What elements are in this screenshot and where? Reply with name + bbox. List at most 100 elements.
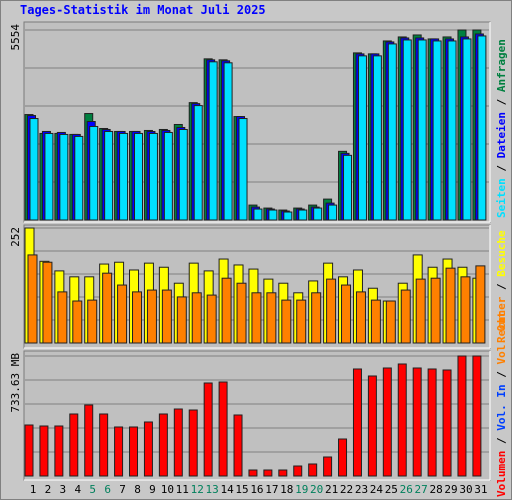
- bar: [328, 204, 338, 221]
- bar: [367, 375, 377, 477]
- x-tick-label: 4: [74, 483, 81, 496]
- bar: [457, 355, 467, 477]
- bar: [385, 300, 396, 344]
- bar: [72, 300, 83, 344]
- bar: [298, 209, 308, 221]
- bar: [397, 363, 407, 477]
- bar: [176, 296, 187, 344]
- x-tick-label: 30: [459, 483, 472, 496]
- bar: [352, 368, 362, 477]
- bar: [477, 35, 487, 221]
- bar: [84, 404, 94, 477]
- x-tick-label: 3: [60, 483, 67, 496]
- bar: [27, 254, 38, 344]
- x-tick-label: 18: [280, 483, 293, 496]
- bar: [132, 291, 143, 344]
- legend: Rechner / Besuche: [495, 230, 508, 343]
- bar: [266, 292, 277, 344]
- bar: [323, 456, 333, 477]
- x-tick-label: 8: [134, 483, 141, 496]
- bar: [178, 128, 188, 221]
- bar: [338, 438, 348, 477]
- legend: Volumen / Vol. In / Vol. Out: [495, 312, 508, 497]
- legend-entry: Besuche: [495, 230, 508, 277]
- bar: [206, 294, 217, 344]
- bar: [430, 277, 441, 344]
- bar: [134, 132, 144, 221]
- x-tick-label: 12: [191, 483, 204, 496]
- bar: [42, 261, 53, 344]
- bar: [119, 132, 129, 221]
- bar: [293, 465, 303, 477]
- bar: [268, 209, 278, 221]
- x-tick-label: 22: [340, 483, 353, 496]
- bar: [74, 135, 84, 221]
- bar: [233, 414, 243, 477]
- bar: [253, 208, 263, 221]
- bar: [370, 299, 381, 344]
- bar: [223, 62, 233, 221]
- bar: [104, 130, 114, 221]
- x-tick-label: 28: [429, 483, 442, 496]
- bar: [263, 469, 273, 477]
- bar: [432, 40, 442, 221]
- x-tick-label: 9: [149, 483, 156, 496]
- bar: [355, 291, 366, 344]
- bar: [39, 425, 49, 477]
- bar: [208, 61, 218, 221]
- bar: [191, 292, 202, 344]
- bar: [402, 39, 412, 221]
- bar: [427, 368, 437, 477]
- x-tick-label: 17: [265, 483, 278, 496]
- bar: [462, 38, 472, 221]
- legend-entry: Seiten: [495, 178, 508, 218]
- bar: [341, 284, 352, 344]
- bar: [236, 282, 247, 344]
- bar: [218, 381, 228, 477]
- x-tick-label: 2: [45, 483, 52, 496]
- bar: [296, 299, 307, 344]
- x-tick-label: 5: [89, 483, 96, 496]
- x-tick-label: 15: [235, 483, 248, 496]
- bar: [281, 299, 292, 344]
- legend-separator: /: [495, 431, 508, 451]
- bar: [387, 43, 397, 221]
- legend-separator: /: [495, 277, 508, 297]
- x-tick-label: 29: [444, 483, 457, 496]
- y-tick-label: 252: [9, 227, 22, 247]
- legend-entry: Anfragen: [495, 39, 508, 92]
- bar: [87, 299, 98, 344]
- bar: [163, 131, 173, 221]
- bar: [203, 382, 213, 477]
- x-tick-label: 24: [370, 483, 384, 496]
- x-tick-label: 21: [325, 483, 338, 496]
- bar: [357, 55, 367, 221]
- legend-entry: Dateien: [495, 112, 508, 158]
- bar: [102, 272, 113, 344]
- bar: [57, 291, 68, 344]
- x-tick-label: 13: [206, 483, 219, 496]
- bar: [238, 118, 248, 221]
- x-tick-label: 25: [385, 483, 398, 496]
- legend-entry: Vol. Out: [495, 312, 508, 365]
- bar: [148, 132, 158, 221]
- bar: [221, 277, 232, 344]
- x-tick-label: 10: [161, 483, 174, 496]
- x-tick-label: 16: [250, 483, 263, 496]
- bar: [278, 469, 288, 477]
- bar: [313, 207, 323, 221]
- bar: [382, 367, 392, 477]
- legend-separator: /: [495, 365, 508, 385]
- bar: [89, 125, 99, 221]
- bar: [308, 463, 318, 477]
- bar: [173, 408, 183, 477]
- bar: [400, 289, 411, 344]
- bar: [117, 284, 128, 344]
- bar: [114, 426, 124, 477]
- y-tick-label: 5554: [9, 24, 22, 51]
- bar: [283, 211, 293, 221]
- chart-title: Tages-Statistik im Monat Juli 2025: [20, 3, 266, 17]
- bar: [248, 469, 258, 477]
- bar: [475, 265, 486, 344]
